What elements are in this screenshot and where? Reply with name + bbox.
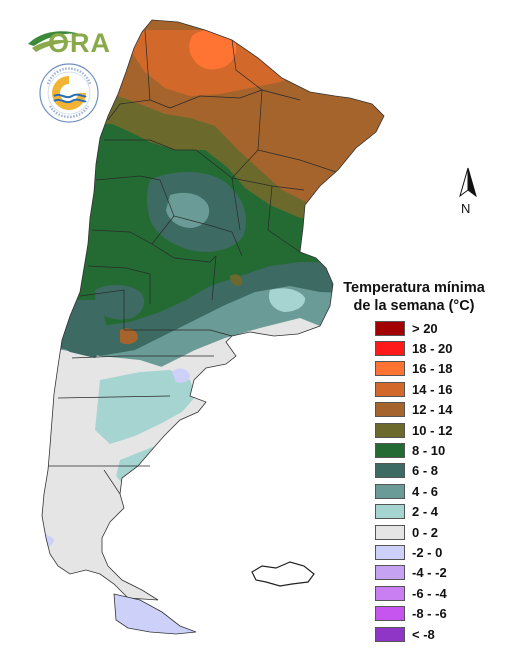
legend-item: -6 - -4 [375, 583, 505, 603]
legend-item: 18 - 20 [375, 338, 505, 358]
legend-title: Temperatura mínima de la semana (°C) [318, 279, 510, 315]
legend-label: -6 - -4 [412, 585, 447, 601]
legend-item: 16 - 18 [375, 359, 505, 379]
smn-seal-logo [39, 63, 99, 123]
legend-label: -4 - -2 [412, 565, 447, 581]
legend-label: -2 - 0 [412, 544, 443, 560]
legend-title-line-2: de la semana (°C) [353, 298, 475, 314]
legend-item: 12 - 14 [375, 400, 505, 420]
legend-swatch [375, 341, 405, 357]
legend-swatch [375, 320, 405, 336]
legend-swatch [375, 504, 405, 520]
legend-label: < -8 [412, 626, 435, 642]
legend-swatch [375, 402, 405, 418]
legend-swatch [375, 443, 405, 459]
legend-label: 8 - 10 [412, 443, 446, 459]
legend-item: 10 - 12 [375, 420, 505, 440]
legend-swatch [375, 483, 405, 499]
legend-swatch [375, 565, 405, 581]
legend-label: 4 - 6 [412, 483, 439, 499]
legend-item: > 20 [375, 318, 505, 338]
legend-swatch [375, 463, 405, 479]
legend-label: > 20 [412, 320, 438, 336]
legend-swatch [375, 544, 405, 560]
argentina-outline [41, 19, 385, 601]
legend-label: 6 - 8 [412, 463, 439, 479]
malvinas-islands [251, 561, 315, 587]
legend-item: -8 - -6 [375, 603, 505, 623]
legend-label: 10 - 12 [412, 422, 453, 438]
legend-item: 0 - 2 [375, 522, 505, 542]
legend-swatch [375, 606, 405, 622]
temperature-legend: > 20 18 - 20 16 - 18 14 - 16 12 - 14 10 - 12 8… [375, 318, 505, 644]
ora-logo-text: ORA [48, 28, 111, 58]
north-arrow-icon [459, 167, 477, 198]
province-boundaries [48, 29, 337, 495]
legend-label: 14 - 16 [412, 381, 453, 397]
north-arrow-label: N [461, 201, 471, 216]
legend-label: 12 - 14 [412, 402, 453, 418]
legend-title-line-1: Temperatura mínima [343, 280, 485, 296]
legend-label: -8 - -6 [412, 606, 447, 622]
legend-item: -4 - -2 [375, 563, 505, 583]
legend-swatch [375, 381, 405, 397]
legend-item: 8 - 10 [375, 440, 505, 460]
legend-swatch [375, 626, 405, 642]
legend-swatch [375, 361, 405, 377]
legend-item: 6 - 8 [375, 461, 505, 481]
legend-item: 2 - 4 [375, 502, 505, 522]
legend-label: 0 - 2 [412, 524, 439, 540]
ora-swoosh-icon [28, 31, 80, 52]
legend-swatch [375, 585, 405, 601]
legend-label: 18 - 20 [412, 341, 453, 357]
legend-label: 16 - 18 [412, 361, 453, 377]
legend-swatch [375, 524, 405, 540]
legend-item: < -8 [375, 624, 505, 644]
legend-swatch [375, 422, 405, 438]
legend-item: -2 - 0 [375, 542, 505, 562]
tierra-del-fuego-island [113, 593, 197, 635]
legend-label: 2 - 4 [412, 504, 439, 520]
legend-item: 14 - 16 [375, 379, 505, 399]
legend-item: 4 - 6 [375, 481, 505, 501]
